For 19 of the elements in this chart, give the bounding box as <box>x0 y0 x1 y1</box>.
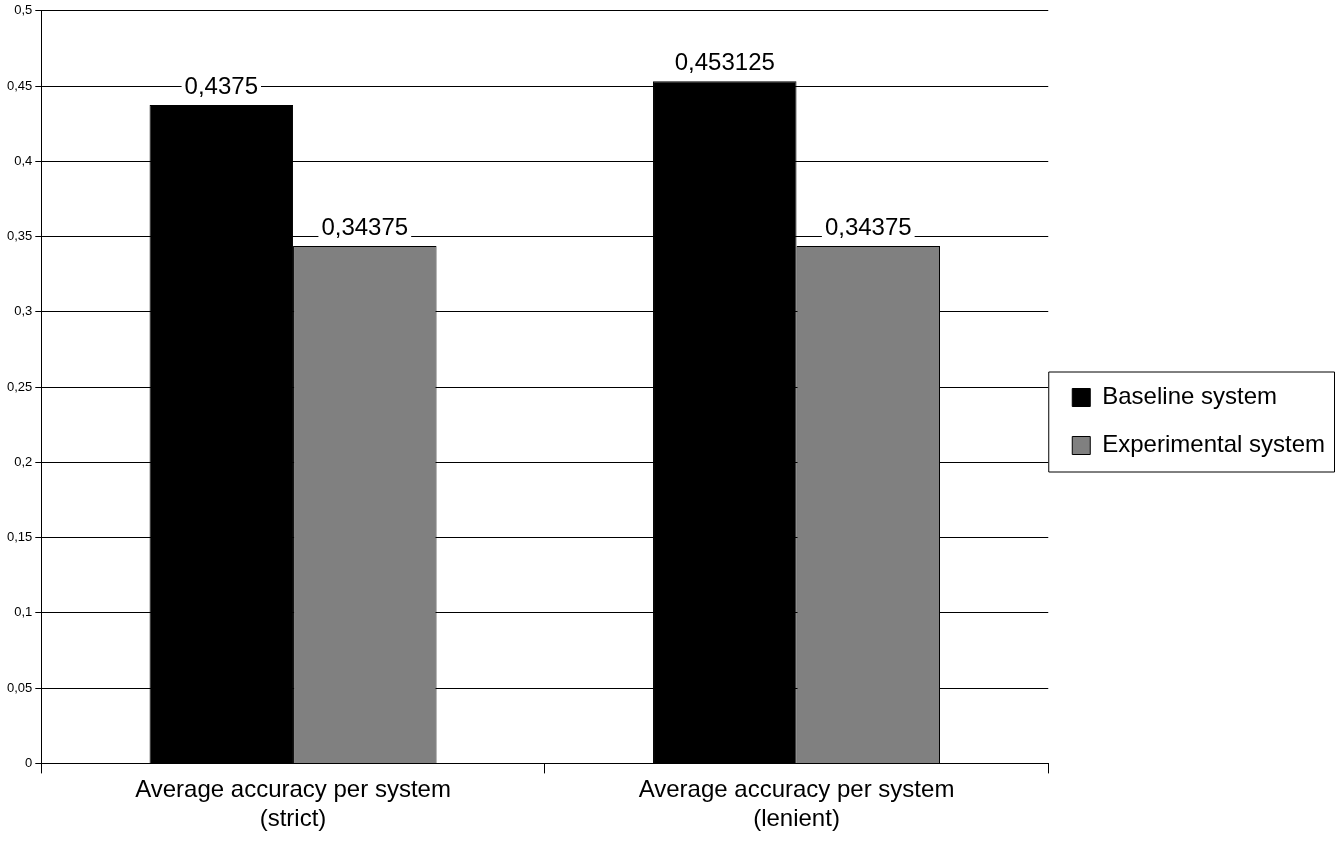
y-tick-label: 0,15 <box>6 529 33 545</box>
y-tick-label: 0,05 <box>6 679 33 695</box>
y-tick-label: 0 <box>25 754 33 770</box>
y-tick-label: 0,1 <box>14 604 33 620</box>
y-tick-label: 0,3 <box>14 303 33 319</box>
y-tick-label: 0,25 <box>6 378 33 394</box>
legend-label: Baseline system <box>1102 382 1278 410</box>
legend-label: Experimental system <box>1102 430 1326 458</box>
y-tick-label: 0,35 <box>6 228 33 244</box>
data-label: 0,34375 <box>321 212 409 240</box>
y-tick-label: 0,45 <box>6 77 33 93</box>
data-label: 0,4375 <box>184 71 258 99</box>
y-tick-label: 0,5 <box>14 2 33 18</box>
y-tick-label: 0,4 <box>14 152 33 168</box>
x-tick-label: Average accuracy per system (strict) <box>135 775 451 832</box>
data-label: 0,34375 <box>824 212 912 240</box>
x-tick-label: Average accuracy per system (lenient) <box>638 775 955 832</box>
data-label: 0,453125 <box>674 47 775 75</box>
y-tick-label: 0,2 <box>14 453 33 469</box>
